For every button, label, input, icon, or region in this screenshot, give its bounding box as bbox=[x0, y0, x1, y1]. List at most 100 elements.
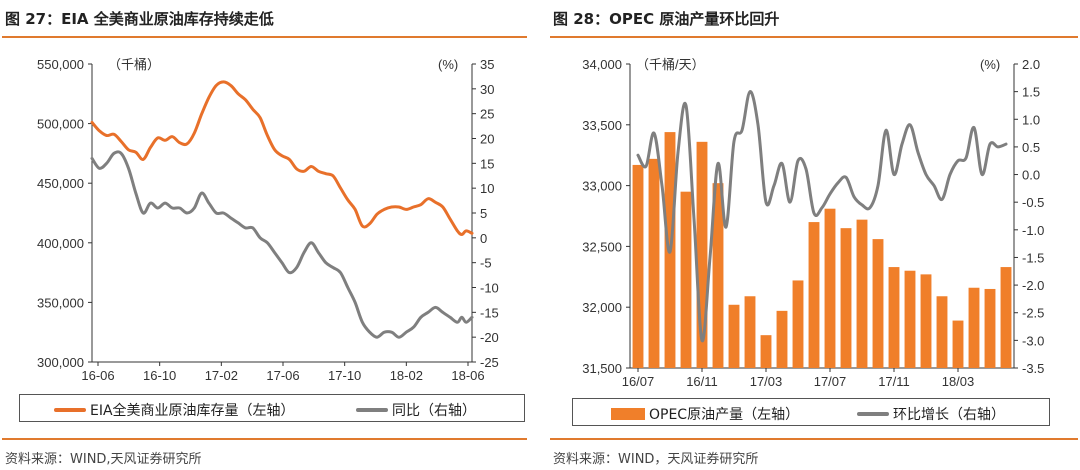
right-axis-tick-label: 2.0 bbox=[1022, 57, 1040, 72]
right-axis-tick-label: -15 bbox=[480, 305, 499, 320]
production-bar bbox=[792, 280, 804, 368]
x-axis-tick-label: 18/03 bbox=[942, 374, 975, 389]
left-axis-tick-label: 400,000 bbox=[37, 236, 84, 251]
production-bar bbox=[888, 267, 900, 368]
production-bar bbox=[904, 270, 916, 368]
left-axis-tick-label: 300,000 bbox=[37, 355, 84, 370]
x-axis-tick-label: 18-06 bbox=[451, 368, 484, 383]
right-axis-tick-label: -10 bbox=[480, 281, 499, 296]
right-axis-tick-label: 5 bbox=[480, 206, 487, 221]
production-bar bbox=[632, 164, 644, 368]
x-axis-tick-label: 18-02 bbox=[390, 368, 423, 383]
chart-legend: OPEC原油产量（左轴） 环比增长（右轴） bbox=[572, 398, 1050, 426]
left-axis-tick-label: 31,500 bbox=[582, 361, 622, 376]
right-axis-tick-label: 15 bbox=[480, 156, 494, 171]
right-axis-unit: (%) bbox=[980, 57, 1000, 72]
legend-swatch-orange bbox=[54, 408, 86, 412]
production-bar bbox=[696, 141, 708, 368]
left-axis-tick-label: 33,500 bbox=[582, 118, 622, 133]
production-bar bbox=[984, 288, 996, 368]
source-note: 资料来源：WIND,天风证券研究所 bbox=[5, 452, 202, 467]
legend-label: 同比（右轴） bbox=[392, 403, 476, 419]
right-axis-tick-label: -2.0 bbox=[1022, 278, 1044, 293]
right-axis-tick-label: -0.5 bbox=[1022, 195, 1044, 210]
production-bar bbox=[728, 304, 740, 368]
chart-panel-crude-inventory: 图 27：EIA 全美商业原油库存持续走低 550,000 500,000 450,… bbox=[2, 0, 532, 470]
inventory-chart: 550,000 500,000 450,000 400,000 350,000 300,0… bbox=[37, 57, 499, 383]
right-axis-tick-label: -1.0 bbox=[1022, 223, 1044, 238]
right-axis-tick-label: 1.0 bbox=[1022, 112, 1040, 127]
opec-chart: 34,000 33,500 33,000 32,500 32,000 31,500 2.0… bbox=[582, 57, 1044, 389]
footer-divider bbox=[550, 438, 1078, 440]
legend-item-mom: 环比增长（右轴） bbox=[857, 404, 1005, 424]
yoy-line bbox=[90, 150, 474, 339]
right-axis-tick-label: -1.5 bbox=[1022, 250, 1044, 265]
right-axis-tick-label: -20 bbox=[480, 330, 499, 345]
x-axis-tick-label: 17/07 bbox=[814, 374, 847, 389]
production-bar bbox=[856, 219, 868, 368]
chart-axes bbox=[91, 64, 473, 363]
x-axis-tick-label: 16-06 bbox=[81, 368, 114, 383]
production-bar bbox=[648, 158, 660, 368]
right-axis-tick-label: 35 bbox=[480, 57, 494, 72]
x-axis-tick-label: 16-10 bbox=[143, 368, 176, 383]
left-axis-tick-label: 34,000 bbox=[582, 57, 622, 72]
x-axis-tick-label: 17-02 bbox=[205, 368, 238, 383]
right-axis-tick-label: 30 bbox=[480, 82, 494, 97]
right-axis-tick-label: 1.5 bbox=[1022, 85, 1040, 100]
left-axis-tick-label: 33,000 bbox=[582, 179, 622, 194]
production-bar bbox=[680, 191, 692, 368]
production-bar bbox=[952, 320, 964, 368]
source-note: 资料来源：WIND，天风证券研究所 bbox=[553, 452, 759, 467]
left-axis-tick-label: 32,500 bbox=[582, 239, 622, 254]
production-bar bbox=[872, 239, 884, 368]
right-axis-tick-label: 10 bbox=[480, 181, 494, 196]
chart-panel-opec-production: 图 28：OPEC 原油产量环比回升 34,000 33,500 33,000 32,… bbox=[550, 0, 1080, 470]
legend-item-inventory: EIA全美商业原油库存量（左轴） bbox=[54, 400, 295, 420]
legend-swatch-gray bbox=[356, 408, 388, 412]
x-axis-tick-label: 17/03 bbox=[750, 374, 783, 389]
right-axis-tick-label: 25 bbox=[480, 107, 494, 122]
legend-swatch-orange bbox=[611, 408, 645, 420]
left-axis-tick-label: 350,000 bbox=[37, 295, 84, 310]
x-axis-tick-label: 16/11 bbox=[686, 374, 718, 389]
mom-growth-line bbox=[636, 90, 1008, 342]
left-axis-unit: （千桶/天） bbox=[636, 57, 705, 72]
x-axis-tick-label: 17/11 bbox=[878, 374, 910, 389]
right-axis-tick-label: -2.5 bbox=[1022, 306, 1044, 321]
right-axis-tick-label: -25 bbox=[480, 355, 499, 370]
right-axis-tick-label: 0.0 bbox=[1022, 168, 1040, 183]
production-bar bbox=[824, 208, 836, 368]
legend-label: EIA全美商业原油库存量（左轴） bbox=[90, 403, 295, 419]
left-axis-tick-label: 550,000 bbox=[37, 57, 84, 72]
production-bar bbox=[712, 183, 724, 368]
chart-axes bbox=[629, 64, 1015, 369]
x-axis-tick-label: 17-10 bbox=[328, 368, 361, 383]
legend-item-yoy: 同比（右轴） bbox=[356, 400, 476, 420]
right-axis-tick-label: -5 bbox=[480, 256, 492, 271]
production-bar bbox=[920, 274, 932, 368]
x-axis-tick-label: 16/07 bbox=[622, 374, 655, 389]
legend-label: OPEC原油产量（左轴） bbox=[649, 407, 800, 423]
title-divider bbox=[2, 36, 527, 38]
production-bar bbox=[968, 287, 980, 368]
chart-legend: EIA全美商业原油库存量（左轴） 同比（右轴） bbox=[19, 394, 525, 422]
chart-title: 图 27：EIA 全美商业原油库存持续走低 bbox=[5, 10, 274, 28]
footer-divider bbox=[2, 438, 527, 440]
production-bar bbox=[808, 222, 820, 368]
production-bar bbox=[776, 310, 788, 368]
right-axis-tick-label: -3.5 bbox=[1022, 361, 1044, 376]
production-bar bbox=[1000, 267, 1012, 368]
production-bar bbox=[760, 335, 772, 368]
chart-title: 图 28：OPEC 原油产量环比回升 bbox=[553, 10, 780, 28]
right-axis-tick-label: -3.0 bbox=[1022, 333, 1044, 348]
legend-label: 环比增长（右轴） bbox=[893, 407, 1005, 423]
right-axis-tick-label: 20 bbox=[480, 132, 494, 147]
legend-swatch-gray bbox=[857, 412, 889, 416]
x-axis-tick-label: 17-06 bbox=[266, 368, 299, 383]
production-bar bbox=[936, 296, 948, 368]
inventory-line bbox=[90, 80, 474, 236]
left-axis-unit: （千桶） bbox=[108, 57, 160, 72]
right-axis-unit: (%) bbox=[438, 57, 458, 72]
production-bar bbox=[840, 228, 852, 368]
